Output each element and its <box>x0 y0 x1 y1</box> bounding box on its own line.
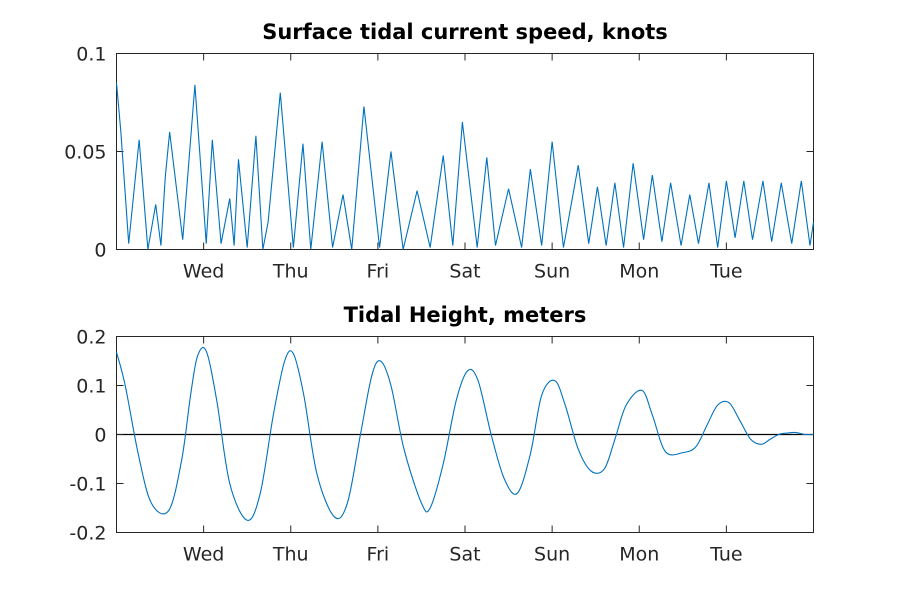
current-speed-ticks: 0 0.05 0.1 Wed Thu Fri Sat Sun Mon Tue <box>64 44 814 283</box>
current-speed-xtick-label-2: Fri <box>367 261 390 283</box>
tidal-height-chart: Tidal Height, meters -0.2 -0.1 0 0.1 0.2 Wed T… <box>69 303 814 566</box>
current-speed-xtick-label-6: Tue <box>709 261 742 283</box>
tidal-height-xtick-label-4: Sun <box>534 544 570 566</box>
current-speed-ytick-label-2: 0.1 <box>76 44 106 66</box>
tidal-height-xtick-label-5: Mon <box>619 544 659 566</box>
current-speed-xtick-label-3: Sat <box>449 261 480 283</box>
current-speed-xtick-label-4: Sun <box>534 261 570 283</box>
tidal-height-title: Tidal Height, meters <box>344 303 587 327</box>
current-speed-xtick-label-5: Mon <box>619 261 659 283</box>
tidal-height-xtick-label-6: Tue <box>709 544 742 566</box>
current-speed-chart: Surface tidal current speed, knots 0 0.05… <box>64 20 815 283</box>
current-speed-xtick-label-0: Wed <box>183 261 224 283</box>
current-speed-ytick-label-0: 0 <box>94 240 106 262</box>
current-speed-xtick-label-1: Thu <box>272 261 309 283</box>
tidal-height-ytick-label-0: -0.2 <box>69 523 106 545</box>
current-speed-series-line <box>115 82 815 250</box>
tidal-height-xtick-label-2: Fri <box>367 544 390 566</box>
tidal-height-ytick-label-4: 0.2 <box>76 327 106 349</box>
current-speed-ytick-label-1: 0.05 <box>64 142 106 164</box>
current-speed-title: Surface tidal current speed, knots <box>262 20 668 44</box>
tidal-height-ytick-label-2: 0 <box>94 425 106 447</box>
tidal-height-ytick-label-1: -0.1 <box>69 474 106 496</box>
tidal-height-ytick-label-3: 0.1 <box>76 376 106 398</box>
tidal-height-ticks: -0.2 -0.1 0 0.1 0.2 Wed Thu Fri Sat Sun Mon Tue <box>69 327 814 566</box>
tidal-height-xtick-label-3: Sat <box>449 544 480 566</box>
tidal-height-xtick-label-0: Wed <box>183 544 224 566</box>
tidal-height-xtick-label-1: Thu <box>272 544 309 566</box>
current-speed-axes <box>116 53 814 250</box>
tidal-height-series-line <box>115 347 814 521</box>
